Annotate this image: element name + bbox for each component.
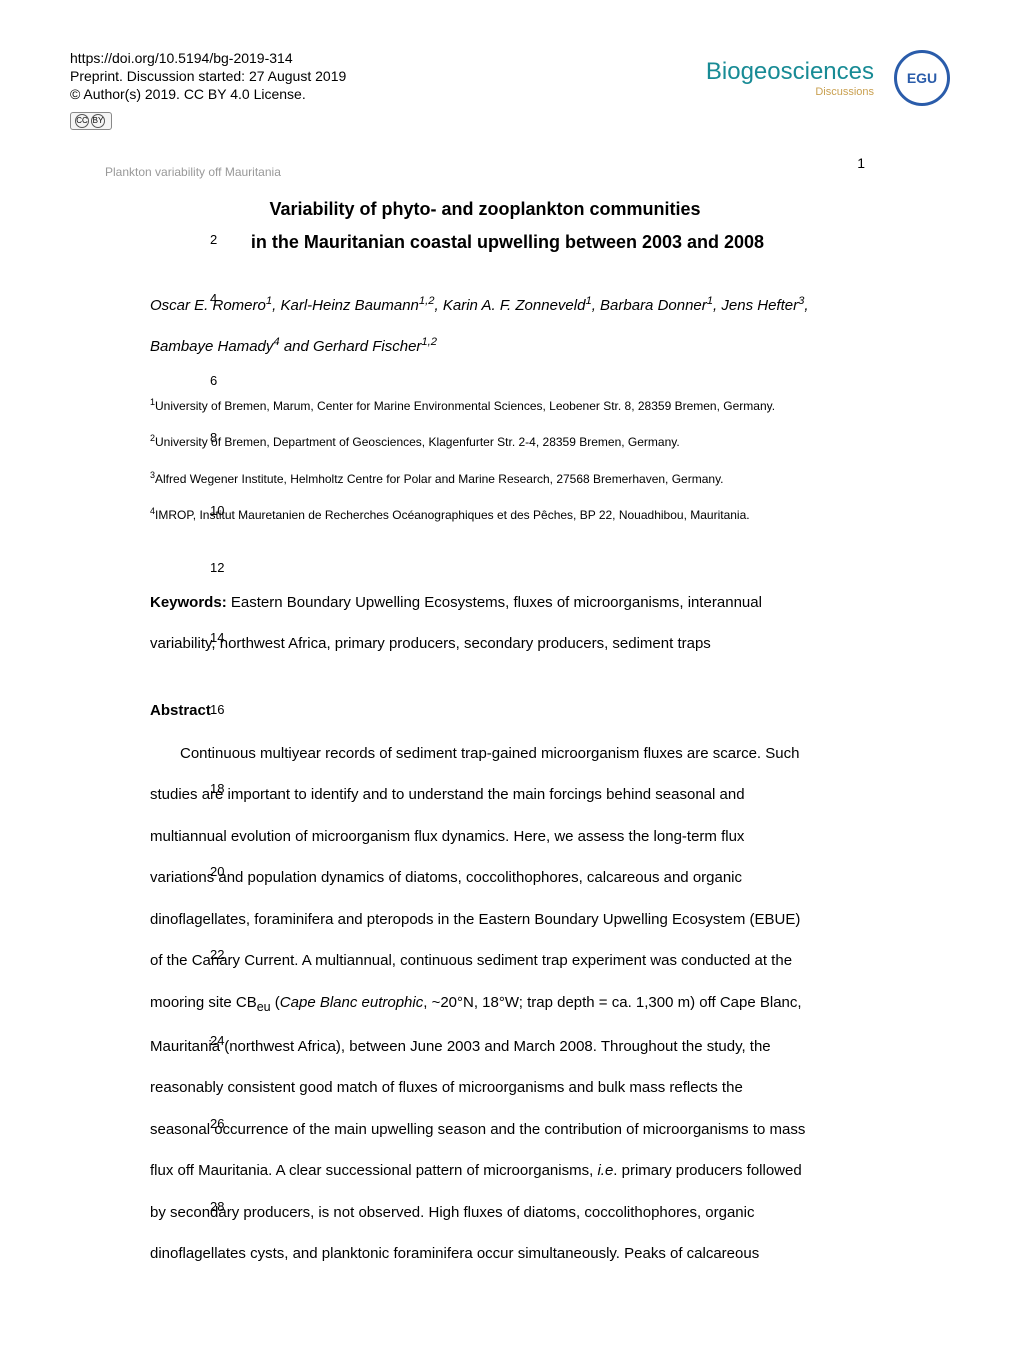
- egu-text: EGU: [907, 70, 937, 86]
- logo-area: Biogeosciences Discussions EGU: [706, 50, 950, 106]
- line-number: 16: [210, 702, 240, 717]
- affiliation-text: IMROP, Institut Mauretanien de Recherche…: [155, 508, 750, 522]
- line-number: 14: [210, 630, 240, 645]
- keywords-line-2: variability, northwest Africa, primary p…: [150, 630, 865, 659]
- affiliation-text: University of Bremen, Marum, Center for …: [155, 399, 775, 413]
- abstract-row: 26 seasonal occurrence of the main upwel…: [105, 1116, 865, 1145]
- keywords-row-2: 14 variability, northwest Africa, primar…: [105, 630, 865, 659]
- cc-icon: CC: [75, 114, 89, 128]
- journal-name: Biogeosciences: [706, 58, 874, 85]
- keywords-text: Eastern Boundary Upwelling Ecosystems, f…: [231, 594, 762, 611]
- line-number: 18: [210, 781, 240, 796]
- journal-logo: Biogeosciences Discussions: [706, 58, 874, 98]
- affiliation-1: 1University of Bremen, Marum, Center for…: [150, 394, 865, 418]
- line-number: 8: [210, 430, 240, 445]
- abstract-row: flux off Mauritania. A clear successiona…: [105, 1157, 865, 1186]
- line-number: 28: [210, 1199, 240, 1214]
- author-text: , Karin A. F. Zonneveld: [435, 297, 586, 314]
- line-number: 20: [210, 864, 240, 879]
- abstract-italic: Cape Blanc eutrophic: [280, 994, 423, 1011]
- egu-logo: EGU: [894, 50, 950, 106]
- abstract-row: 18 studies are important to identify and…: [105, 781, 865, 810]
- abstract-p8: Mauritania (northwest Africa), between J…: [150, 1033, 865, 1062]
- abstract-label: Abstract: [150, 702, 865, 719]
- abstract-italic: i.e: [597, 1162, 613, 1179]
- affiliation-3: 3Alfred Wegener Institute, Helmholtz Cen…: [150, 467, 865, 491]
- abstract-row: dinoflagellates, foraminifera and pterop…: [105, 906, 865, 935]
- running-head: Plankton variability off Mauritania: [105, 165, 865, 179]
- author-sup: 1,2: [419, 295, 435, 307]
- abstract-p3: multiannual evolution of microorganism f…: [150, 823, 865, 852]
- abstract-p12: by secondary producers, is not observed.…: [150, 1199, 865, 1228]
- affiliation-text: Alfred Wegener Institute, Helmholtz Cent…: [155, 472, 724, 486]
- cc-license-badge: CC BY: [70, 112, 112, 130]
- abstract-p5: dinoflagellates, foraminifera and pterop…: [150, 906, 865, 935]
- author-text: Bambaye Hamady: [150, 338, 273, 355]
- author-text: , Jens Hefter: [713, 297, 798, 314]
- abstract-row: 22 of the Canary Current. A multiannual,…: [105, 947, 865, 976]
- keywords-label: Keywords:: [150, 594, 231, 611]
- abstract-text: . primary producers followed: [613, 1162, 801, 1179]
- line-number: 6: [210, 373, 240, 388]
- page-number: 1: [857, 155, 865, 171]
- main-content: 1 Plankton variability off Mauritania Va…: [0, 130, 1020, 1269]
- abstract-row: 24 Mauritania (northwest Africa), betwee…: [105, 1033, 865, 1062]
- title-row: 2 in the Mauritanian coastal upwelling b…: [105, 232, 865, 253]
- keywords-row: Keywords: Eastern Boundary Upwelling Eco…: [105, 589, 865, 618]
- author-text: and Gerhard Fischer: [280, 338, 422, 355]
- authors-row-2: Bambaye Hamady4 and Gerhard Fischer1,2: [105, 332, 865, 360]
- affiliation-row: 10 4IMROP, Institut Mauretanien de Reche…: [105, 503, 865, 527]
- author-text: , Karl-Heinz Baumann: [272, 297, 419, 314]
- line-number: 4: [210, 291, 240, 306]
- line-number: 2: [210, 232, 240, 247]
- abstract-sub: eu: [257, 1000, 271, 1014]
- header-section: https://doi.org/10.5194/bg-2019-314 Prep…: [0, 0, 1020, 130]
- abstract-text: mooring site CB: [150, 994, 257, 1011]
- abstract-p11: flux off Mauritania. A clear successiona…: [150, 1157, 865, 1186]
- authors-line-1: Oscar E. Romero1, Karl-Heinz Baumann1,2,…: [150, 291, 865, 319]
- keywords-line-1: Keywords: Eastern Boundary Upwelling Eco…: [150, 589, 865, 618]
- authors-line-2: Bambaye Hamady4 and Gerhard Fischer1,2: [150, 332, 865, 360]
- abstract-p1: Continuous multiyear records of sediment…: [150, 740, 865, 769]
- abstract-p10: seasonal occurrence of the main upwellin…: [150, 1116, 865, 1145]
- abstract-p6: of the Canary Current. A multiannual, co…: [150, 947, 865, 976]
- author-sup: 1,2: [421, 336, 437, 348]
- blank-row: 12: [105, 560, 865, 568]
- line-number: 10: [210, 503, 240, 518]
- line-number: 22: [210, 947, 240, 962]
- by-icon: BY: [91, 114, 105, 128]
- abstract-row: Continuous multiyear records of sediment…: [105, 740, 865, 769]
- affiliation-2: 2University of Bremen, Department of Geo…: [150, 430, 865, 454]
- line-number: 12: [210, 560, 240, 575]
- author-text: , Barbara Donner: [592, 297, 707, 314]
- abstract-p4: variations and population dynamics of di…: [150, 864, 865, 893]
- author-text: Oscar E. Romero: [150, 297, 266, 314]
- abstract-row: 20 variations and population dynamics of…: [105, 864, 865, 893]
- title-line-2: in the Mauritanian coastal upwelling bet…: [150, 232, 865, 253]
- affiliation-row: 1University of Bremen, Marum, Center for…: [105, 394, 865, 418]
- abstract-header-row: 16 Abstract: [105, 702, 865, 719]
- abstract-row: 28 by secondary producers, is not observ…: [105, 1199, 865, 1228]
- journal-subtitle: Discussions: [706, 86, 874, 98]
- author-text: ,: [804, 297, 808, 314]
- affiliation-row: 8 2University of Bremen, Department of G…: [105, 430, 865, 454]
- abstract-row: mooring site CBeu (Cape Blanc eutrophic,…: [105, 989, 865, 1020]
- abstract-p13: dinoflagellates cysts, and planktonic fo…: [150, 1240, 865, 1269]
- abstract-p2: studies are important to identify and to…: [150, 781, 865, 810]
- abstract-text: (: [271, 994, 280, 1011]
- authors-row-1: 4 Oscar E. Romero1, Karl-Heinz Baumann1,…: [105, 291, 865, 319]
- abstract-row: dinoflagellates cysts, and planktonic fo…: [105, 1240, 865, 1269]
- abstract-p9: reasonably consistent good match of flux…: [150, 1074, 865, 1103]
- abstract-row: reasonably consistent good match of flux…: [105, 1074, 865, 1103]
- abstract-text: flux off Mauritania. A clear successiona…: [150, 1162, 597, 1179]
- blank-row: 6: [105, 373, 865, 381]
- abstract-text: , ~20°N, 18°W; trap depth = ca. 1,300 m)…: [423, 994, 801, 1011]
- affiliation-row: 3Alfred Wegener Institute, Helmholtz Cen…: [105, 467, 865, 491]
- line-number: 24: [210, 1033, 240, 1048]
- affiliation-4: 4IMROP, Institut Mauretanien de Recherch…: [150, 503, 865, 527]
- title-line-1: Variability of phyto- and zooplankton co…: [105, 199, 865, 220]
- abstract-row: multiannual evolution of microorganism f…: [105, 823, 865, 852]
- abstract-p7: mooring site CBeu (Cape Blanc eutrophic,…: [150, 989, 865, 1020]
- line-number: 26: [210, 1116, 240, 1131]
